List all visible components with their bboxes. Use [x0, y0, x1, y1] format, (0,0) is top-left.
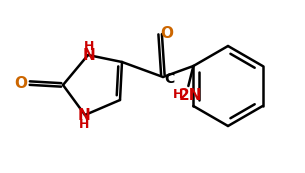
Text: 2N: 2N	[179, 88, 202, 102]
Text: H: H	[173, 88, 184, 101]
Text: H: H	[84, 39, 94, 52]
Text: N: N	[78, 108, 90, 124]
Text: C: C	[164, 72, 174, 86]
Text: O: O	[15, 75, 27, 90]
Text: O: O	[160, 25, 174, 40]
Text: H: H	[79, 119, 89, 131]
Text: N: N	[83, 48, 95, 63]
